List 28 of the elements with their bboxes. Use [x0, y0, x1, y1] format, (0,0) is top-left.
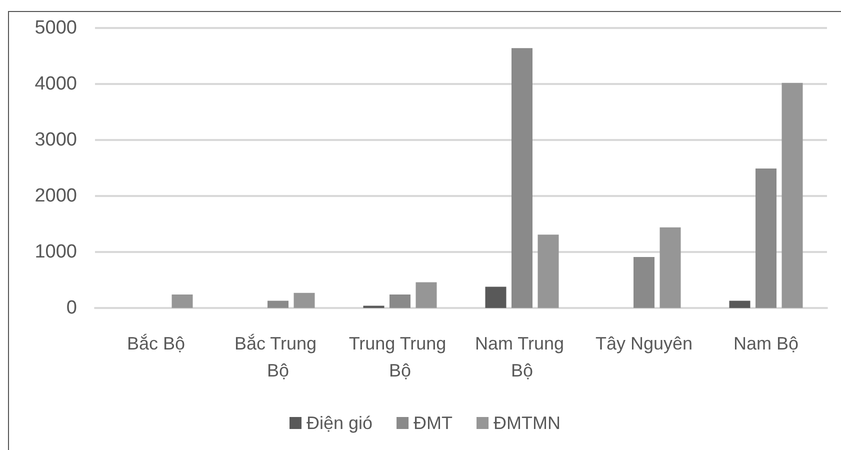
bar	[512, 48, 532, 308]
legend-label: ĐMTMN	[494, 413, 561, 433]
bar	[634, 257, 654, 308]
bar	[756, 168, 776, 308]
bar	[782, 82, 803, 308]
bar	[390, 294, 410, 308]
y-tick-label: 1000	[34, 242, 77, 262]
bar	[485, 286, 506, 308]
bar	[416, 282, 437, 308]
x-tick-label: Nam Bộ	[733, 334, 799, 354]
x-tick-label: Bắc Trung Bộ	[234, 334, 322, 380]
x-tick-label: Nam Trung Bộ	[474, 334, 570, 380]
y-tick-label: 3000	[34, 130, 77, 150]
bar	[729, 300, 750, 308]
x-tick-label: Trung Trung Bộ	[348, 334, 452, 380]
x-tick-label: Bắc Bộ	[126, 334, 186, 354]
bar	[538, 234, 559, 308]
y-tick-label: 2000	[34, 186, 77, 206]
bar	[268, 300, 288, 308]
legend-label: ĐMT	[414, 413, 453, 433]
bar	[294, 292, 315, 308]
bar	[172, 294, 193, 308]
x-tick-label: Tây Nguyên	[595, 334, 693, 354]
y-tick-label: 4000	[34, 74, 77, 94]
bar	[660, 227, 681, 308]
y-tick-label: 0	[66, 298, 77, 318]
legend-label: Điện gió	[306, 413, 373, 433]
y-tick-label: 5000	[34, 18, 77, 38]
